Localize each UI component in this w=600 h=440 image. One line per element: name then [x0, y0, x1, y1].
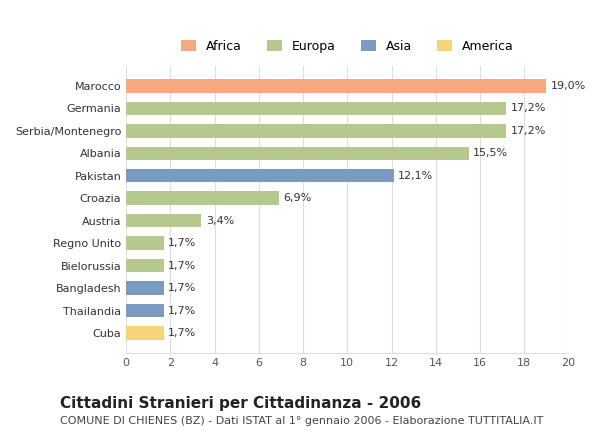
Text: 1,7%: 1,7%: [168, 238, 196, 248]
Bar: [126, 236, 164, 250]
Text: 19,0%: 19,0%: [551, 81, 586, 91]
Text: 1,7%: 1,7%: [168, 260, 196, 271]
Bar: [126, 124, 506, 138]
Bar: [126, 169, 394, 183]
Bar: [126, 102, 506, 115]
Bar: [126, 304, 164, 317]
Text: Cittadini Stranieri per Cittadinanza - 2006: Cittadini Stranieri per Cittadinanza - 2…: [60, 396, 421, 411]
Text: 1,7%: 1,7%: [168, 328, 196, 338]
Text: 12,1%: 12,1%: [398, 171, 433, 181]
Text: 17,2%: 17,2%: [511, 126, 546, 136]
Bar: [126, 79, 546, 92]
Text: 17,2%: 17,2%: [511, 103, 546, 113]
Bar: [126, 147, 469, 160]
Bar: [126, 214, 202, 227]
Bar: [126, 191, 279, 205]
Text: 6,9%: 6,9%: [283, 193, 311, 203]
Bar: [126, 326, 164, 340]
Text: 3,4%: 3,4%: [206, 216, 234, 226]
Text: 15,5%: 15,5%: [473, 148, 508, 158]
Bar: [126, 259, 164, 272]
Text: COMUNE DI CHIENES (BZ) - Dati ISTAT al 1° gennaio 2006 - Elaborazione TUTTITALIA: COMUNE DI CHIENES (BZ) - Dati ISTAT al 1…: [60, 416, 544, 426]
Bar: [126, 282, 164, 295]
Text: 1,7%: 1,7%: [168, 283, 196, 293]
Legend: Africa, Europa, Asia, America: Africa, Europa, Asia, America: [176, 35, 518, 58]
Text: 1,7%: 1,7%: [168, 306, 196, 315]
